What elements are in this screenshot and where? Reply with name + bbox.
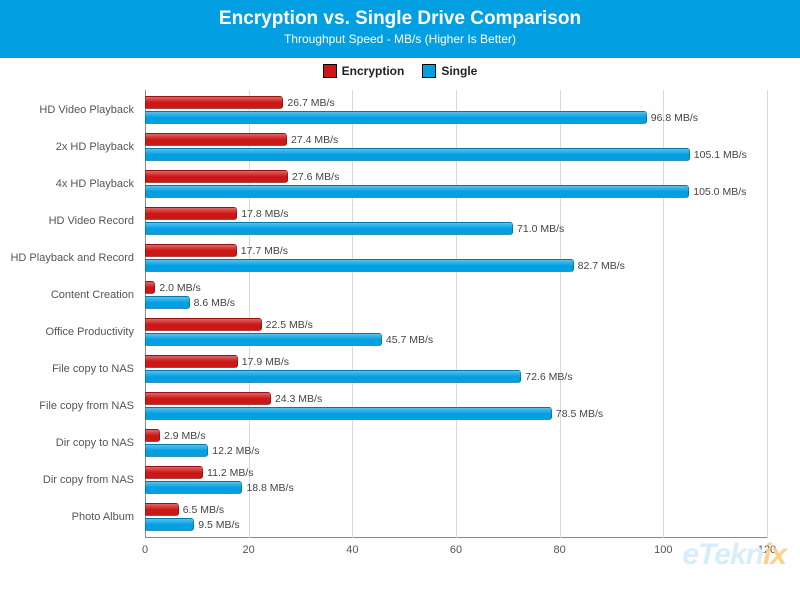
y-axis-label: 2x HD Playback: [56, 141, 134, 153]
legend-item: Encryption: [323, 64, 405, 78]
bar-single: [145, 111, 647, 124]
bar-single: [145, 148, 690, 161]
y-axis-label: Dir copy to NAS: [56, 437, 134, 449]
chart-subtitle: Throughput Speed - MB/s (Higher Is Bette…: [0, 32, 800, 46]
bar-single: [145, 259, 574, 272]
y-axis-labels: HD Video Playback 2x HD Playback 4x HD Pla…: [0, 90, 140, 538]
y-axis-label: HD Video Playback: [39, 104, 134, 116]
bar-encryption: [145, 244, 237, 257]
bar-value-label: 27.4 MB/s: [291, 134, 338, 146]
y-axis-label: Office Productivity: [46, 326, 134, 338]
bar-single: [145, 222, 513, 235]
bar-single: [145, 481, 242, 494]
bar-single: [145, 370, 521, 383]
legend-label: Single: [441, 64, 477, 78]
bar-value-label: 17.8 MB/s: [241, 208, 288, 220]
plot-area: 02040608010012026.7 MB/s96.8 MB/s27.4 MB…: [145, 90, 767, 560]
bar-value-label: 105.1 MB/s: [694, 149, 747, 161]
chart-header: Encryption vs. Single Drive Comparison T…: [0, 0, 800, 58]
bar-value-label: 96.8 MB/s: [651, 112, 698, 124]
bar-encryption: [145, 170, 288, 183]
bar-single: [145, 333, 382, 346]
bar-value-label: 78.5 MB/s: [556, 408, 603, 420]
bar-single: [145, 185, 689, 198]
chart-title: Encryption vs. Single Drive Comparison: [0, 8, 800, 30]
bar-value-label: 45.7 MB/s: [386, 334, 433, 346]
bar-value-label: 2.9 MB/s: [164, 430, 205, 442]
bar-value-label: 2.0 MB/s: [159, 282, 200, 294]
x-tick-label: 0: [142, 544, 148, 556]
y-axis-label: 4x HD Playback: [56, 178, 134, 190]
y-axis-label: File copy from NAS: [39, 400, 134, 412]
legend-label: Encryption: [342, 64, 405, 78]
bar-encryption: [145, 466, 203, 479]
y-axis-label: Photo Album: [72, 511, 134, 523]
bar-value-label: 12.2 MB/s: [212, 445, 259, 457]
y-axis-label: HD Video Record: [49, 215, 134, 227]
bar-encryption: [145, 318, 262, 331]
x-tick-label: 120: [758, 544, 776, 556]
bar-value-label: 71.0 MB/s: [517, 223, 564, 235]
x-tick-label: 60: [450, 544, 462, 556]
bar-encryption: [145, 133, 287, 146]
bar-encryption: [145, 503, 179, 516]
bar-value-label: 11.2 MB/s: [207, 467, 254, 479]
bar-value-label: 6.5 MB/s: [183, 504, 224, 516]
x-tick-label: 20: [243, 544, 255, 556]
legend-item: Single: [422, 64, 477, 78]
bar-encryption: [145, 281, 155, 294]
bar-single: [145, 518, 194, 531]
x-tick-label: 40: [346, 544, 358, 556]
bar-value-label: 9.5 MB/s: [198, 519, 239, 531]
bar-value-label: 27.6 MB/s: [292, 171, 339, 183]
bar-value-label: 18.8 MB/s: [246, 482, 293, 494]
bar-encryption: [145, 429, 160, 442]
y-axis-label: Content Creation: [51, 289, 134, 301]
bar-value-label: 17.9 MB/s: [242, 356, 289, 368]
grid-line: [767, 90, 768, 538]
bar-value-label: 82.7 MB/s: [578, 260, 625, 272]
x-tick-label: 80: [554, 544, 566, 556]
bar-value-label: 22.5 MB/s: [266, 319, 313, 331]
bar-encryption: [145, 355, 238, 368]
legend-swatch: [422, 64, 436, 78]
bar-encryption: [145, 96, 283, 109]
bar-value-label: 105.0 MB/s: [693, 186, 746, 198]
bar-encryption: [145, 392, 271, 405]
y-axis-label: File copy to NAS: [52, 363, 134, 375]
bar-value-label: 8.6 MB/s: [194, 297, 235, 309]
bar-value-label: 26.7 MB/s: [287, 97, 334, 109]
x-tick-label: 100: [654, 544, 672, 556]
bar-value-label: 72.6 MB/s: [525, 371, 572, 383]
bar-encryption: [145, 207, 237, 220]
y-axis-label: HD Playback and Record: [10, 252, 134, 264]
bar-single: [145, 407, 552, 420]
bar-single: [145, 444, 208, 457]
y-axis-label: Dir copy from NAS: [43, 474, 134, 486]
bar-single: [145, 296, 190, 309]
legend-swatch: [323, 64, 337, 78]
bar-value-label: 24.3 MB/s: [275, 393, 322, 405]
bar-value-label: 17.7 MB/s: [241, 245, 288, 257]
legend: Encryption Single: [0, 64, 800, 78]
